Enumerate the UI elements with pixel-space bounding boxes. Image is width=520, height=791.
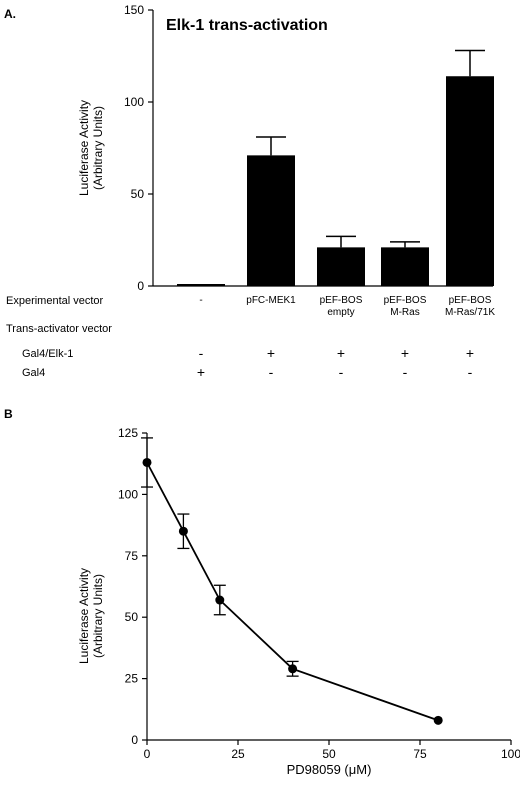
panel-a-y-tick-label: 150 [124, 3, 144, 17]
panel-b-label: B [4, 407, 13, 421]
panel-a-bars [177, 49, 494, 287]
panel-b-line-chart: B Luciferase Activity (Arbitrary Units) … [4, 407, 520, 777]
data-point [142, 457, 152, 467]
bar [177, 284, 225, 286]
panel-b-y-tick-label: 75 [125, 549, 139, 563]
trans-activator-mark: - [339, 364, 344, 380]
trans-activator-mark: - [468, 364, 473, 380]
data-line [146, 462, 439, 722]
panel-a-y-ticks: 0 50 100 150 [124, 3, 153, 293]
bar [381, 247, 429, 286]
data-point [215, 595, 225, 605]
trans-activator-name: Gal4 [22, 367, 45, 379]
panel-a-y-tick-label: 100 [124, 95, 144, 109]
trans-activator-mark: - [199, 345, 204, 361]
experimental-vector-name: pEF-BOS [320, 295, 363, 306]
panel-b-x-tick-label: 50 [322, 747, 336, 761]
trans-activator-mark: + [337, 345, 345, 361]
trans-activator-name: Gal4/Elk-1 [22, 348, 73, 360]
data-point [288, 664, 298, 674]
panel-b-x-ticks: 0 25 50 75 100 [144, 740, 520, 761]
experimental-vector-label: Experimental vector [6, 295, 104, 307]
panel-b-y-tick-label: 0 [131, 733, 138, 747]
panel-b-ylabel-line1: Luciferase Activity [77, 568, 91, 664]
experimental-vector-name: M-Ras [390, 307, 419, 318]
trans-activator-mark: - [403, 364, 408, 380]
bar [317, 247, 365, 286]
trans-activator-mark: + [197, 364, 205, 380]
bar [446, 76, 494, 287]
experimental-vector-name: pFC-MEK1 [246, 295, 296, 306]
experimental-vector-name: empty [327, 307, 354, 318]
panel-a-ylabel: Luciferase Activity (Arbitrary Units) [77, 100, 105, 196]
panel-b-y-tick-label: 100 [118, 487, 138, 501]
panel-a-label: A. [4, 7, 16, 21]
panel-b-x-tick-label: 100 [501, 747, 520, 761]
panel-b-y-tick-label: 50 [125, 610, 139, 624]
panel-b-y-ticks: 0 25 50 75 100 125 [118, 426, 147, 747]
experimental-vector-name: M-Ras/71K [445, 307, 495, 318]
trans-activator-mark: + [466, 345, 474, 361]
bar [247, 155, 295, 286]
panel-a-y-tick-label: 0 [137, 279, 144, 293]
experimental-vector-name: pEF-BOS [384, 295, 427, 306]
experimental-vector-name: pEF-BOS [449, 295, 492, 306]
panel-a-bar-chart: A. Elk-1 trans-activation Luciferase Act… [4, 3, 495, 380]
panel-a-vector-table: Experimental vector - pFC-MEK1 pEF-BOSempty… [6, 295, 495, 380]
data-point [433, 715, 443, 725]
panel-a-ylabel-line2: (Arbitrary Units) [91, 106, 105, 190]
trans-activator-mark: - [269, 364, 274, 380]
panel-b-xlabel: PD98059 (μM) [287, 762, 372, 777]
panel-b-ylabel: Luciferase Activity (Arbitrary Units) [77, 568, 105, 664]
panel-b-x-tick-label: 0 [144, 747, 151, 761]
data-point [178, 526, 188, 536]
panel-a-y-tick-label: 50 [131, 187, 145, 201]
panel-b-y-tick-label: 125 [118, 426, 138, 440]
panel-b-ylabel-line2: (Arbitrary Units) [91, 574, 105, 658]
experimental-vector-name: - [199, 295, 202, 306]
panel-a-ylabel-line1: Luciferase Activity [77, 100, 91, 196]
panel-b-x-tick-label: 25 [231, 747, 245, 761]
trans-activator-vector-label: Trans-activator vector [6, 323, 112, 335]
panel-a-title: Elk-1 trans-activation [166, 17, 328, 34]
panel-b-y-tick-label: 25 [125, 672, 139, 686]
trans-activator-mark: + [267, 345, 275, 361]
panel-b-series [141, 437, 443, 725]
panel-b-x-tick-label: 75 [413, 747, 427, 761]
trans-activator-mark: + [401, 345, 409, 361]
